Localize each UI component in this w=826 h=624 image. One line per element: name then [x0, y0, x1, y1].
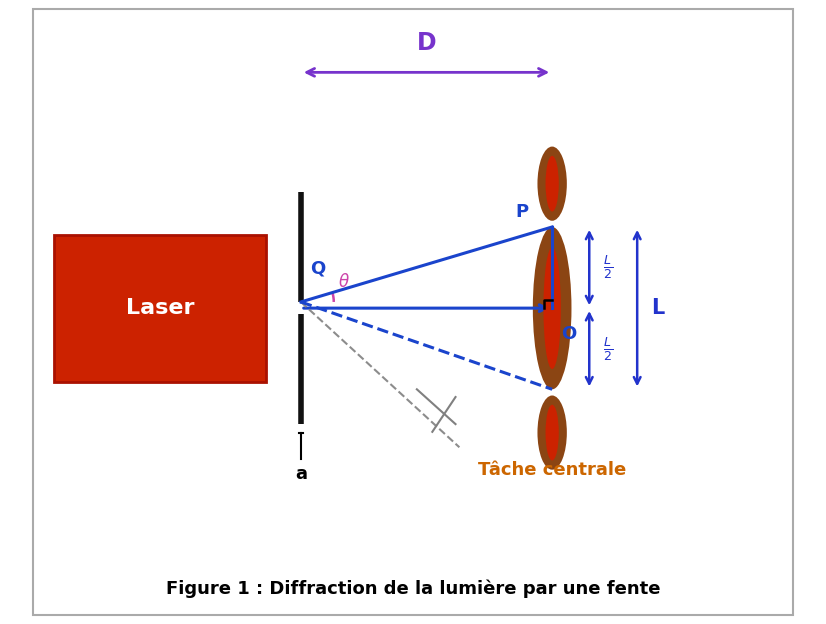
Ellipse shape: [533, 227, 572, 389]
Text: Q: Q: [311, 259, 325, 277]
Text: Laser: Laser: [126, 298, 194, 318]
Text: D: D: [416, 31, 436, 56]
Ellipse shape: [538, 396, 567, 470]
Text: P: P: [515, 203, 529, 221]
Text: Tâche centrale: Tâche centrale: [478, 461, 626, 479]
Text: a: a: [295, 466, 307, 484]
Text: $\frac{L}{2}$: $\frac{L}{2}$: [603, 335, 613, 363]
Ellipse shape: [545, 156, 558, 212]
Ellipse shape: [545, 405, 558, 461]
Text: $\frac{L}{2}$: $\frac{L}{2}$: [603, 253, 613, 281]
Bar: [54, 235, 266, 381]
Text: θ: θ: [339, 273, 349, 291]
Text: L: L: [651, 298, 664, 318]
Text: O: O: [562, 325, 577, 343]
Text: Figure 1 : Diffraction de la lumière par une fente: Figure 1 : Diffraction de la lumière par…: [166, 580, 660, 598]
Ellipse shape: [538, 147, 567, 221]
FancyBboxPatch shape: [33, 9, 793, 615]
Ellipse shape: [544, 247, 561, 369]
